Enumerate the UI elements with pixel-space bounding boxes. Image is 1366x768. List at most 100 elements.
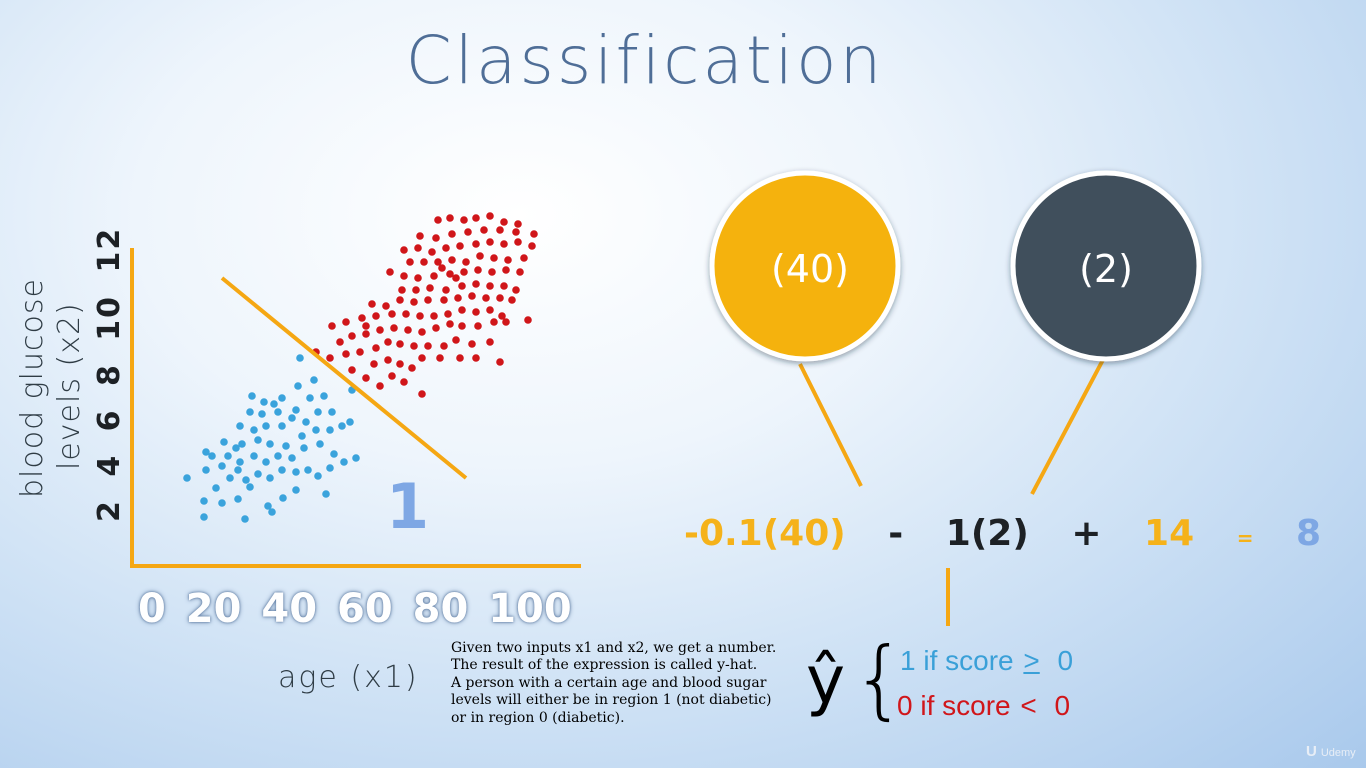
blue-data-point: [270, 400, 278, 408]
glucose-value-label: (2): [1079, 247, 1133, 291]
scatter-points: [183, 212, 538, 523]
blue-data-point: [274, 408, 282, 416]
red-data-point: [362, 322, 370, 330]
blue-data-point: [278, 466, 286, 474]
blue-data-point: [218, 499, 226, 507]
red-data-point: [342, 318, 350, 326]
blue-data-point: [200, 497, 208, 505]
red-data-point: [386, 268, 394, 276]
blue-data-point: [330, 450, 338, 458]
blue-data-point: [298, 432, 306, 440]
page-title: Classification: [405, 22, 885, 99]
red-data-point: [336, 338, 344, 346]
y-axis-label-line1: blood glucose: [15, 278, 50, 498]
red-data-point: [486, 338, 494, 346]
blue-data-point: [236, 458, 244, 466]
red-data-point: [472, 308, 480, 316]
red-data-point: [482, 294, 490, 302]
red-data-point: [508, 296, 516, 304]
rule-region-1: 1 if score > 0: [900, 645, 1073, 677]
caption-line: levels will either be in region 1 (not d…: [451, 692, 772, 709]
rule-0-value: 0: [1054, 690, 1071, 721]
red-data-point: [342, 350, 350, 358]
blue-data-point: [250, 452, 258, 460]
x-tick-label: 60: [337, 586, 393, 632]
red-data-point: [512, 228, 520, 236]
equation-age-term: -0.1(40): [684, 513, 846, 554]
y-axis-ticks: 2 4 6 8 10 12: [92, 227, 127, 522]
red-data-point: [402, 310, 410, 318]
equation-bias-term: 14: [1144, 513, 1195, 554]
blue-data-point: [296, 354, 304, 362]
blue-data-point: [218, 462, 226, 470]
red-data-point: [326, 354, 334, 362]
y-tick-label: 12: [92, 226, 127, 273]
red-data-point: [348, 366, 356, 374]
red-data-point: [456, 242, 464, 250]
red-data-point: [500, 218, 508, 226]
red-data-point: [490, 254, 498, 262]
red-data-point: [416, 232, 424, 240]
region-label: 1: [386, 470, 430, 543]
red-data-point: [400, 378, 408, 386]
blue-data-point: [266, 440, 274, 448]
red-data-point: [472, 354, 480, 362]
red-data-point: [430, 272, 438, 280]
red-data-point: [424, 296, 432, 304]
equation-glucose-term: 1(2): [945, 513, 1029, 554]
blue-data-point: [316, 440, 324, 448]
blue-data-point: [254, 470, 262, 478]
blue-data-point: [183, 474, 191, 482]
blue-data-point: [202, 448, 210, 456]
red-data-point: [486, 238, 494, 246]
blue-data-point: [288, 454, 296, 462]
blue-data-point: [292, 486, 300, 494]
red-data-point: [524, 316, 532, 324]
blue-data-point: [294, 382, 302, 390]
red-data-point: [514, 238, 522, 246]
blue-data-point: [304, 466, 312, 474]
red-data-point: [460, 268, 468, 276]
red-data-point: [486, 282, 494, 290]
red-data-point: [410, 342, 418, 350]
y-tick-label: 8: [92, 363, 127, 387]
blue-data-point: [279, 494, 287, 502]
blue-data-point: [314, 408, 322, 416]
red-data-point: [500, 240, 508, 248]
red-data-point: [456, 354, 464, 362]
blue-data-point: [200, 513, 208, 521]
equation-result: 8: [1296, 513, 1322, 554]
blue-data-point: [248, 392, 256, 400]
red-data-point: [502, 266, 510, 274]
blue-data-point: [262, 422, 270, 430]
blue-data-point: [262, 458, 270, 466]
red-data-point: [428, 248, 436, 256]
caption-line: A person with a certain age and blood su…: [451, 674, 767, 691]
red-data-point: [414, 274, 422, 282]
red-data-point: [420, 258, 428, 266]
equation-minus-sign: -: [888, 513, 904, 554]
red-data-point: [528, 242, 536, 250]
blue-data-point: [282, 442, 290, 450]
blue-data-point: [220, 438, 228, 446]
blue-data-point: [264, 502, 272, 510]
blue-data-point: [326, 426, 334, 434]
red-data-point: [388, 310, 396, 318]
red-data-point: [440, 342, 448, 350]
blue-data-point: [322, 490, 330, 498]
red-data-point: [408, 364, 416, 372]
red-data-point: [362, 330, 370, 338]
equation-equals-sign: =: [1236, 526, 1254, 550]
red-data-point: [458, 322, 466, 330]
red-data-point: [514, 220, 522, 228]
age-value-label: (40): [770, 247, 849, 291]
blue-data-point: [246, 408, 254, 416]
blue-data-point: [241, 515, 249, 523]
red-data-point: [468, 292, 476, 300]
red-data-point: [368, 300, 376, 308]
rule-0-text: 0 if score: [897, 690, 1011, 721]
x-tick-label: 100: [488, 586, 572, 632]
red-data-point: [502, 318, 510, 326]
pointer-lines: [798, 355, 1107, 626]
